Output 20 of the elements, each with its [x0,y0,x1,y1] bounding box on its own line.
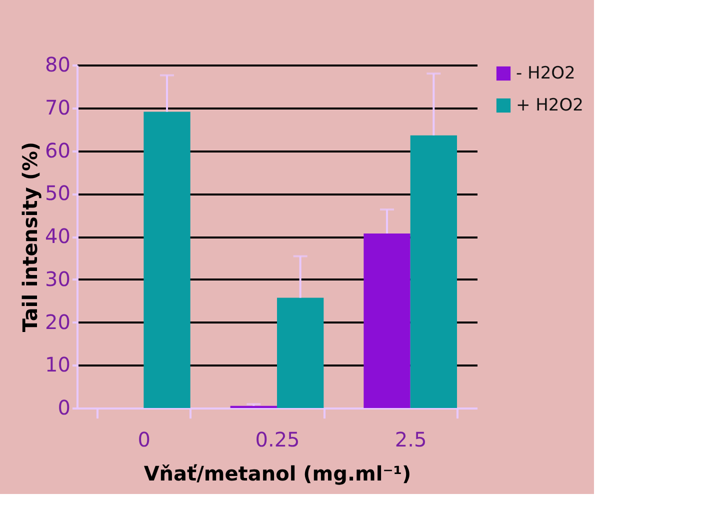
y-tick-label: 50 [45,181,70,206]
x-axis-title: Vňať/metanol (mg.ml⁻¹) [144,462,412,486]
y-tick-label: 10 [45,352,70,377]
bar [277,298,324,408]
legend-label: + H2O2 [516,96,584,116]
y-tick-label: 0 [58,396,70,420]
y-axis-title: Tail intensity (%) [18,142,42,332]
bar [364,234,410,408]
y-tick-label: 30 [45,266,70,291]
y-tick-label: 80 [45,52,70,76]
legend-label: - H2O2 [516,64,576,84]
bar [410,135,457,408]
y-tick-label: 70 [45,95,70,120]
y-tick-label: 20 [45,310,70,334]
x-tick-label: 2.5 [394,428,427,452]
y-tick-label: 40 [45,224,70,248]
y-tick-label: 60 [45,138,70,162]
x-tick-label: 0 [138,428,151,452]
x-tick-label: 0.25 [255,428,300,452]
bar [144,112,190,408]
